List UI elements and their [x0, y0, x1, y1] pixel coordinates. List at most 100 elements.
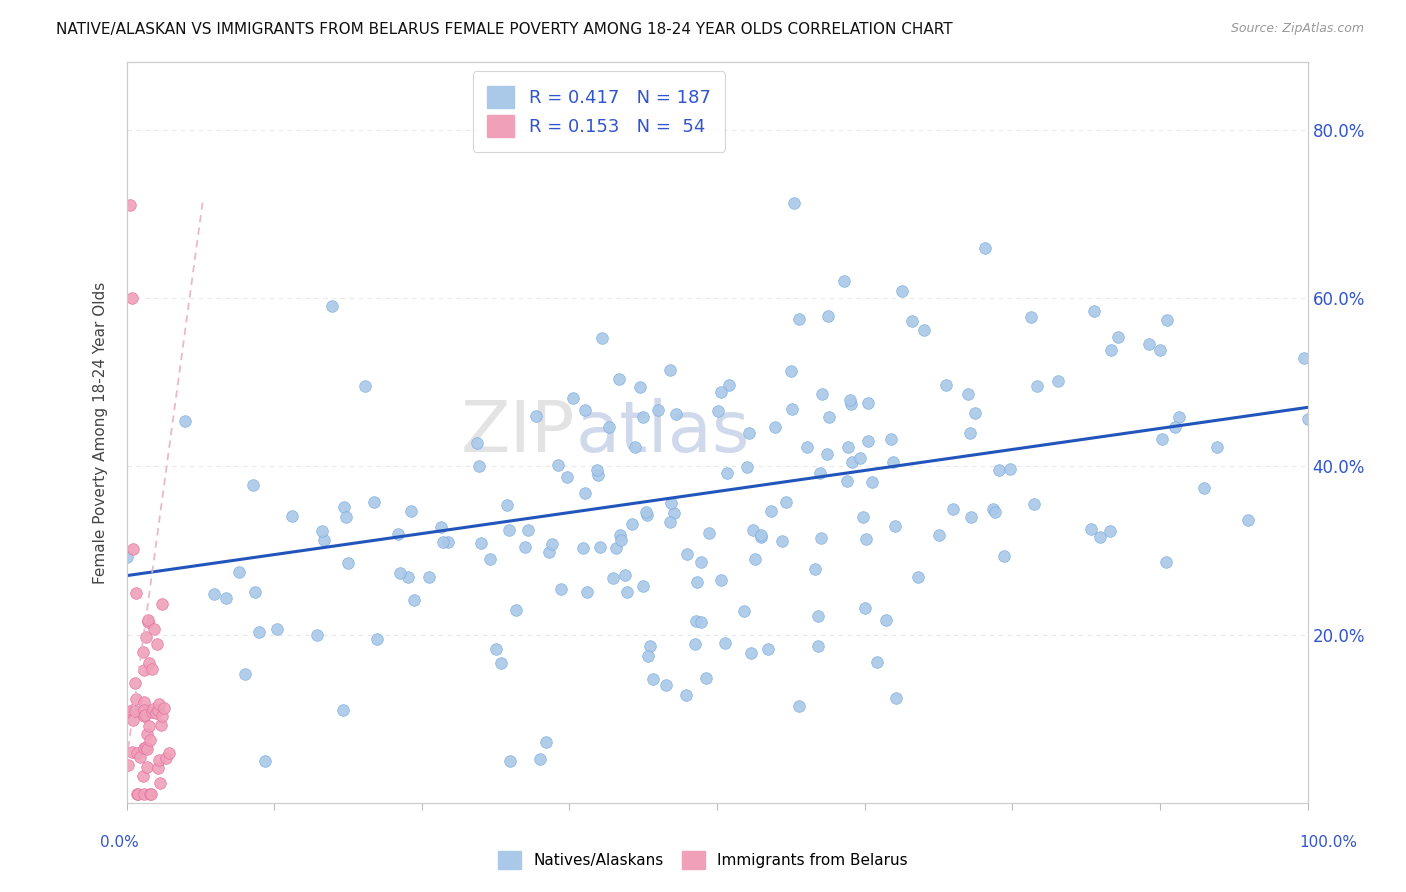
Point: [662, 506, 685, 520]
Point: [498, 523, 520, 537]
Point: [763, 420, 786, 434]
Point: [852, 510, 875, 524]
Point: [505, 603, 527, 617]
Point: [634, 505, 657, 519]
Point: [838, 393, 860, 408]
Point: [602, 571, 624, 585]
Point: [810, 532, 832, 546]
Point: [787, 312, 810, 326]
Point: [136, 613, 159, 627]
Point: [430, 520, 453, 534]
Point: [247, 625, 270, 640]
Point: [121, 291, 143, 305]
Point: [120, 706, 142, 720]
Point: [281, 509, 304, 524]
Point: [135, 740, 157, 755]
Point: [233, 666, 256, 681]
Point: [146, 702, 169, 716]
Point: [496, 499, 519, 513]
Point: [675, 547, 697, 561]
Point: [534, 734, 557, 748]
Point: [796, 440, 818, 454]
Point: [1296, 412, 1319, 426]
Point: [616, 585, 638, 599]
Point: [145, 706, 167, 720]
Point: [541, 537, 564, 551]
Point: [152, 701, 174, 715]
Point: [697, 526, 720, 541]
Point: [332, 702, 354, 716]
Point: [912, 323, 935, 337]
Point: [628, 380, 651, 394]
Point: [576, 584, 599, 599]
Point: [139, 788, 162, 802]
Legend: Natives/Alaskans, Immigrants from Belarus: Natives/Alaskans, Immigrants from Belaru…: [492, 845, 914, 875]
Point: [125, 746, 148, 760]
Point: [716, 467, 738, 481]
Point: [733, 604, 755, 618]
Point: [121, 745, 143, 759]
Point: [882, 455, 904, 469]
Point: [1168, 410, 1191, 425]
Legend: R = 0.417   N = 187, R = 0.153   N =  54: R = 0.417 N = 187, R = 0.153 N = 54: [472, 71, 725, 152]
Point: [1022, 497, 1045, 511]
Point: [935, 377, 957, 392]
Point: [399, 504, 422, 518]
Point: [254, 754, 277, 768]
Point: [960, 510, 983, 524]
Point: [675, 688, 697, 702]
Point: [866, 656, 889, 670]
Point: [591, 331, 613, 345]
Point: [907, 570, 929, 584]
Point: [974, 241, 997, 255]
Point: [647, 403, 669, 417]
Point: [132, 769, 155, 783]
Point: [142, 702, 165, 716]
Point: [529, 752, 551, 766]
Point: [1163, 420, 1185, 434]
Point: [516, 523, 538, 537]
Point: [228, 566, 250, 580]
Point: [524, 409, 547, 423]
Point: [993, 549, 1015, 563]
Point: [574, 403, 596, 417]
Point: [735, 460, 758, 475]
Point: [387, 526, 409, 541]
Text: NATIVE/ALASKAN VS IMMIGRANTS FROM BELARUS FEMALE POVERTY AMONG 18-24 YEAR OLDS C: NATIVE/ALASKAN VS IMMIGRANTS FROM BELARU…: [56, 22, 953, 37]
Point: [614, 568, 637, 582]
Point: [706, 403, 728, 417]
Point: [928, 528, 950, 542]
Point: [311, 524, 333, 538]
Point: [366, 632, 388, 646]
Text: 0.0%: 0.0%: [100, 836, 139, 850]
Point: [811, 387, 834, 401]
Point: [756, 642, 779, 657]
Point: [853, 601, 876, 615]
Point: [125, 691, 148, 706]
Point: [1046, 374, 1069, 388]
Point: [115, 549, 138, 564]
Point: [988, 463, 1011, 477]
Point: [515, 540, 537, 554]
Point: [1154, 555, 1177, 569]
Point: [134, 707, 156, 722]
Point: [585, 463, 607, 477]
Point: [665, 408, 688, 422]
Point: [858, 395, 880, 409]
Point: [738, 425, 761, 440]
Point: [432, 534, 454, 549]
Point: [709, 573, 731, 587]
Point: [942, 502, 965, 516]
Point: [839, 397, 862, 411]
Point: [485, 641, 508, 656]
Point: [149, 775, 172, 789]
Point: [1152, 432, 1174, 446]
Point: [815, 447, 838, 461]
Point: [775, 494, 797, 508]
Point: [609, 527, 631, 541]
Point: [770, 534, 793, 549]
Point: [418, 570, 440, 584]
Point: [314, 533, 336, 547]
Point: [807, 609, 830, 624]
Point: [695, 671, 717, 685]
